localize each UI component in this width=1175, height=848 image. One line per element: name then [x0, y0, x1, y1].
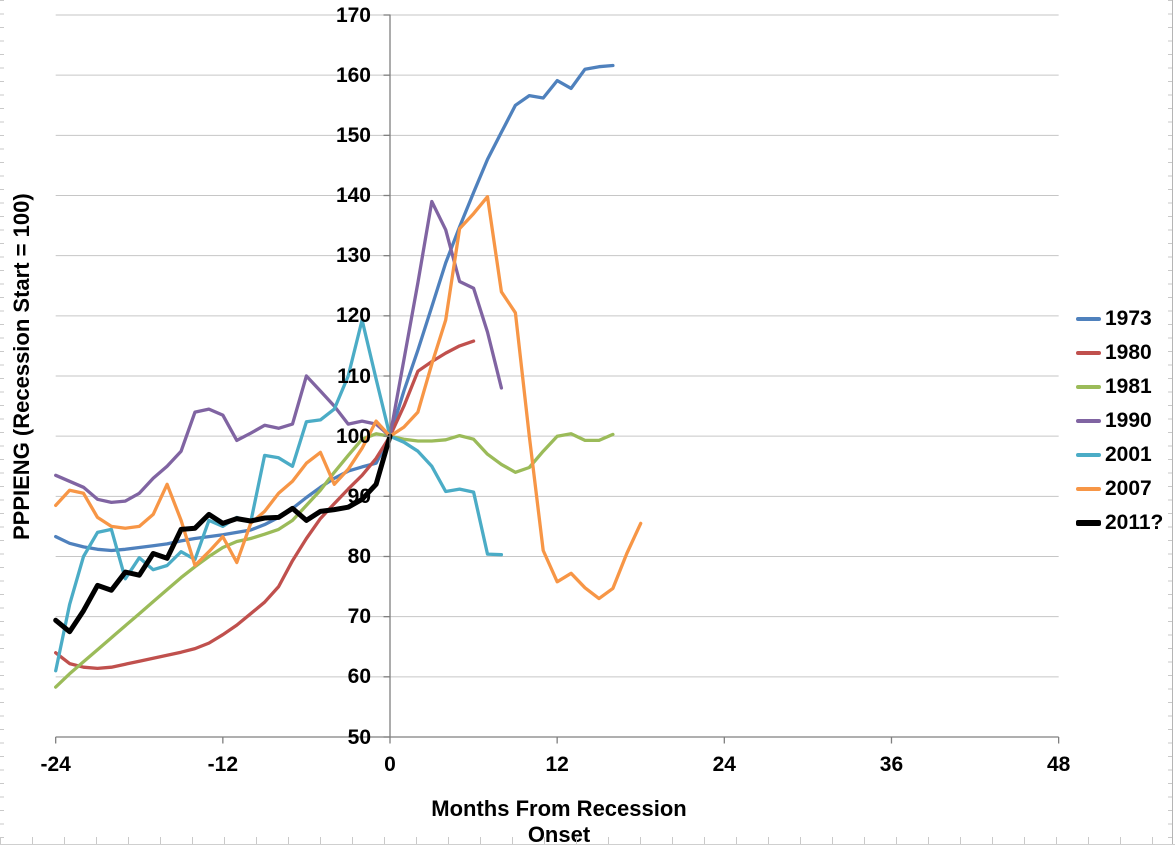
y-tick-label: 150	[335, 123, 371, 147]
legend-item-1973: 1973	[1076, 302, 1152, 336]
y-tick-label: 160	[335, 63, 371, 87]
y-tick-label: 70	[347, 605, 371, 629]
x-tick-label: 12	[545, 753, 569, 776]
legend-item-1981: 1981	[1076, 370, 1152, 404]
x-tick-label: -12	[207, 753, 238, 776]
legend-label: 2011?	[1105, 511, 1164, 534]
legend-label: 2001	[1105, 443, 1152, 466]
y-tick-label: 140	[335, 184, 371, 207]
legend-swatch-icon	[1076, 385, 1101, 389]
legend-item-2007: 2007	[1076, 472, 1152, 506]
worksheet-gridline-stubs-right-icon	[1168, 0, 1173, 845]
legend-swatch-icon	[1076, 519, 1101, 527]
legend-item-2011: 2011?	[1076, 506, 1163, 540]
y-tick-label: 170	[335, 3, 371, 27]
series-line-1981	[54, 432, 615, 689]
y-tick-label: 80	[347, 545, 371, 568]
worksheet-gridline-stubs-left-icon	[0, 0, 4, 845]
legend-item-2001: 2001	[1076, 438, 1152, 472]
y-tick-label: 130	[335, 244, 371, 268]
y-tick-label: 60	[347, 665, 371, 689]
series-line-1990	[54, 199, 504, 505]
legend-item-1980: 1980	[1076, 336, 1152, 370]
legend-label: 1981	[1105, 375, 1152, 398]
y-tick-label: 120	[335, 304, 371, 328]
y-tick-label: 90	[347, 484, 371, 508]
x-tick-label: 48	[1046, 753, 1071, 776]
legend-label: 2007	[1105, 477, 1152, 500]
legend-swatch-icon	[1076, 487, 1101, 491]
x-tick-label: 36	[879, 753, 904, 776]
series-line-1973	[54, 63, 615, 553]
x-tick-label: -24	[40, 753, 71, 776]
y-tick-label: 100	[335, 424, 371, 448]
worksheet-gridline-stubs-bottom-icon	[0, 837, 1175, 845]
series-line-2011	[53, 433, 393, 635]
y-tick-label: 110	[337, 364, 371, 388]
legend-swatch-icon	[1076, 317, 1101, 321]
y-axis-title: PPPIENG (Recession Start = 100)	[9, 193, 34, 540]
series-line-1980	[54, 339, 476, 671]
series-line-2007	[54, 195, 643, 601]
x-tick-label: 24	[712, 753, 736, 776]
legend-label: 1990	[1105, 409, 1152, 432]
legend-swatch-icon	[1076, 351, 1101, 355]
x-tick-label: 0	[384, 753, 396, 776]
legend-item-1990: 1990	[1076, 404, 1152, 438]
y-tick-label: 50	[347, 725, 371, 749]
legend-swatch-icon	[1076, 453, 1101, 457]
legend-label: 1980	[1105, 341, 1152, 364]
legend-swatch-icon	[1076, 419, 1101, 423]
legend-label: 1973	[1105, 307, 1152, 330]
